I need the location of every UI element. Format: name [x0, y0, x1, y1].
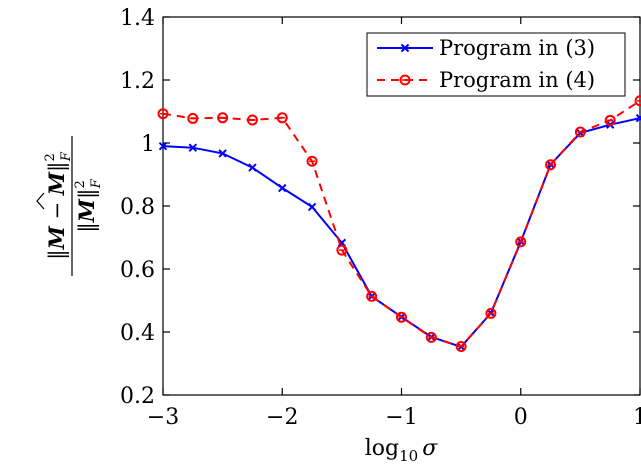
x-tick-label: −1	[385, 405, 417, 430]
data-point	[604, 114, 616, 126]
data-point	[306, 155, 318, 167]
data-point	[187, 112, 199, 124]
x-tick-label: 0	[514, 405, 528, 430]
data-point	[157, 108, 169, 120]
data-point	[246, 114, 258, 126]
y-axis-label-numerator: ‖M − M‖2F	[43, 151, 74, 260]
data-point	[217, 112, 229, 124]
x-axis-label-var: σ	[422, 436, 438, 461]
data-point	[574, 126, 586, 138]
data-point	[336, 244, 348, 256]
data-point	[188, 143, 198, 152]
y-tick-label: 0.6	[120, 258, 155, 283]
y-tick-label: 1	[141, 132, 155, 157]
y-tick-label: 1.2	[120, 69, 155, 94]
legend-marker-program-3	[400, 43, 410, 53]
x-axis-label-log: log	[365, 436, 399, 461]
y-axis-label-denominator: ‖M‖2F	[73, 178, 104, 233]
x-axis-label: log10 σ	[365, 436, 438, 465]
axis-tick-labels: −3 −2 −1 0 1 0.2 0.4 0.6 0.8 1 1.2 1.4	[120, 6, 641, 430]
legend-marker-program-4	[399, 74, 411, 86]
data-point	[158, 141, 168, 151]
y-tick-label: 0.8	[120, 195, 155, 220]
series-layer	[157, 95, 641, 352]
data-point	[276, 112, 288, 124]
legend-label-program-3: Program in (3)	[439, 36, 595, 60]
data-point	[545, 159, 557, 171]
data-point	[635, 113, 641, 123]
legend-box	[366, 32, 626, 97]
data-point	[248, 163, 257, 172]
data-point	[634, 95, 641, 107]
y-tick-label: 0.4	[120, 321, 155, 346]
data-point	[485, 307, 497, 319]
y-tick-label: 1.4	[120, 6, 155, 31]
data-point	[425, 331, 437, 343]
data-point	[366, 290, 378, 302]
data-point	[307, 202, 317, 212]
x-axis-label-sub: 10	[399, 447, 418, 465]
data-point	[396, 311, 407, 323]
data-point	[455, 340, 467, 352]
legend: Program in (3) Program in (4)	[366, 32, 626, 97]
legend-label-program-4: Program in (4)	[439, 68, 595, 92]
y-tick-label: 0.2	[120, 384, 155, 409]
data-point	[515, 236, 527, 248]
data-point	[218, 149, 227, 158]
y-axis-label-hat-accent	[36, 192, 45, 210]
x-tick-label: 1	[633, 405, 641, 430]
series-1	[157, 95, 641, 352]
x-tick-label: −3	[147, 405, 179, 430]
x-tick-label: −2	[266, 405, 298, 430]
y-axis-label-mhat: M	[44, 225, 69, 250]
data-point	[278, 183, 287, 193]
y-axis-label: ‖M − M‖2F ‖M‖2F	[43, 136, 104, 276]
